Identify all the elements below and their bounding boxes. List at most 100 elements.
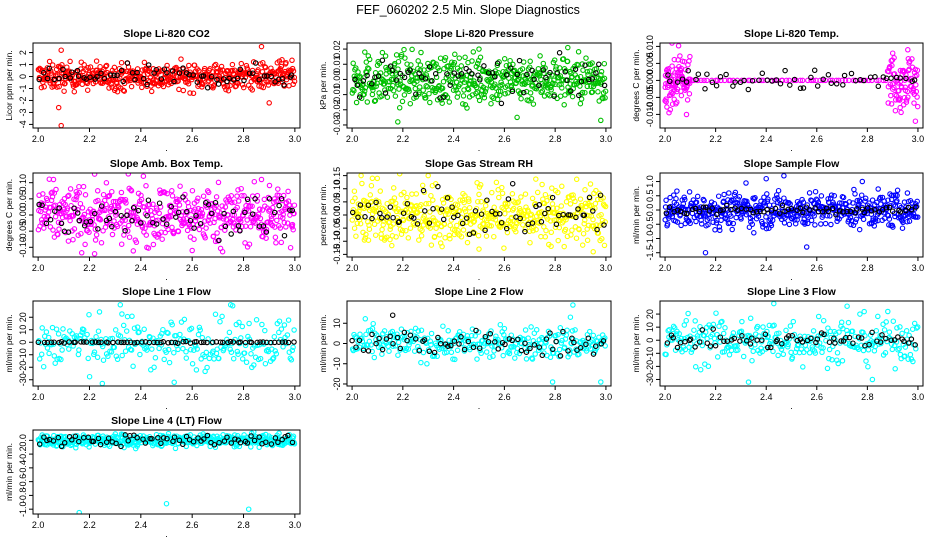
data-point	[566, 89, 573, 95]
data-point	[446, 99, 453, 105]
data-point	[36, 76, 42, 83]
data-point	[352, 195, 358, 201]
data-point	[237, 66, 243, 73]
data-point	[356, 73, 363, 79]
data-point	[544, 198, 550, 204]
y-tick-label: 0	[645, 338, 655, 343]
data-point	[522, 327, 529, 333]
data-point	[846, 199, 853, 205]
data-point	[285, 188, 291, 195]
data-point	[525, 79, 531, 86]
data-point	[562, 226, 569, 233]
data-point	[126, 234, 133, 240]
data-point	[205, 201, 212, 208]
y-tick-label: 0	[332, 341, 342, 346]
data-point	[121, 88, 128, 94]
data-point	[505, 196, 512, 202]
data-point	[539, 88, 546, 94]
data-point	[390, 214, 396, 221]
outlier-point	[781, 173, 787, 179]
data-point	[434, 353, 440, 360]
data-point	[439, 100, 445, 106]
data-point	[858, 335, 865, 341]
y-axis-label: ml/min per min.	[631, 186, 641, 244]
outlier-point	[859, 178, 866, 185]
x-axis-mark: .	[478, 272, 481, 282]
data-point	[385, 211, 392, 218]
data-point	[75, 73, 82, 79]
data-point	[423, 83, 429, 89]
data-point	[37, 208, 44, 215]
data-point	[509, 344, 515, 350]
data-point	[580, 230, 587, 237]
data-point	[396, 173, 403, 177]
data-point	[910, 358, 916, 365]
data-point	[700, 204, 707, 210]
data-point	[369, 331, 375, 338]
data-point	[122, 217, 128, 223]
y-tick-label: 0.5	[645, 190, 655, 203]
data-point	[384, 94, 391, 100]
data-point	[470, 230, 477, 236]
data-point	[724, 202, 730, 209]
data-point	[123, 328, 130, 334]
data-point	[124, 313, 131, 320]
data-point	[145, 62, 152, 68]
data-point	[764, 198, 771, 205]
data-point	[441, 57, 448, 64]
point-layer	[35, 43, 298, 128]
data-point	[914, 198, 920, 205]
data-point	[415, 58, 421, 64]
data-point	[808, 335, 814, 342]
data-point	[559, 85, 565, 91]
data-point	[371, 354, 378, 361]
data-point	[891, 337, 898, 343]
data-point	[489, 208, 495, 215]
data-point	[428, 242, 435, 248]
outlier-point	[662, 98, 668, 104]
data-point	[280, 211, 286, 218]
data-point	[529, 220, 536, 226]
data-point	[832, 340, 838, 346]
scatter-panel: Slope Li-820 Temp.2.0 2.2 2.4 2.6 2.8 3.0.-0.…	[631, 28, 924, 153]
data-point	[776, 197, 783, 203]
data-point	[881, 327, 888, 333]
data-point	[445, 343, 451, 349]
data-point	[599, 236, 605, 242]
data-point	[143, 232, 150, 238]
data-point	[361, 91, 367, 98]
data-point	[814, 336, 821, 342]
data-point	[663, 197, 669, 204]
data-point	[555, 331, 561, 338]
data-point	[475, 232, 482, 239]
data-point	[596, 61, 602, 68]
data-point	[508, 65, 514, 71]
data-point	[383, 336, 390, 342]
data-point	[352, 76, 358, 83]
data-point	[58, 220, 65, 227]
data-point	[252, 220, 258, 226]
data-point	[371, 221, 378, 228]
data-point	[242, 342, 249, 349]
data-point	[877, 339, 884, 345]
outlier-point	[912, 118, 919, 124]
data-point	[512, 341, 519, 347]
data-point	[235, 223, 242, 229]
data-point	[92, 79, 99, 85]
data-point	[262, 327, 268, 334]
data-point	[487, 331, 494, 337]
x-tick-label: 2.2	[709, 134, 722, 144]
data-point	[577, 83, 583, 89]
y-tick-label: 0.10	[18, 174, 28, 192]
data-point	[799, 196, 805, 203]
data-point	[914, 324, 921, 330]
data-point	[363, 231, 369, 238]
data-point	[220, 339, 226, 346]
outlier-point	[570, 302, 576, 308]
data-point	[496, 59, 502, 65]
data-point	[281, 322, 288, 328]
data-point	[265, 82, 272, 88]
data-point	[169, 188, 175, 194]
data-point	[472, 333, 478, 339]
